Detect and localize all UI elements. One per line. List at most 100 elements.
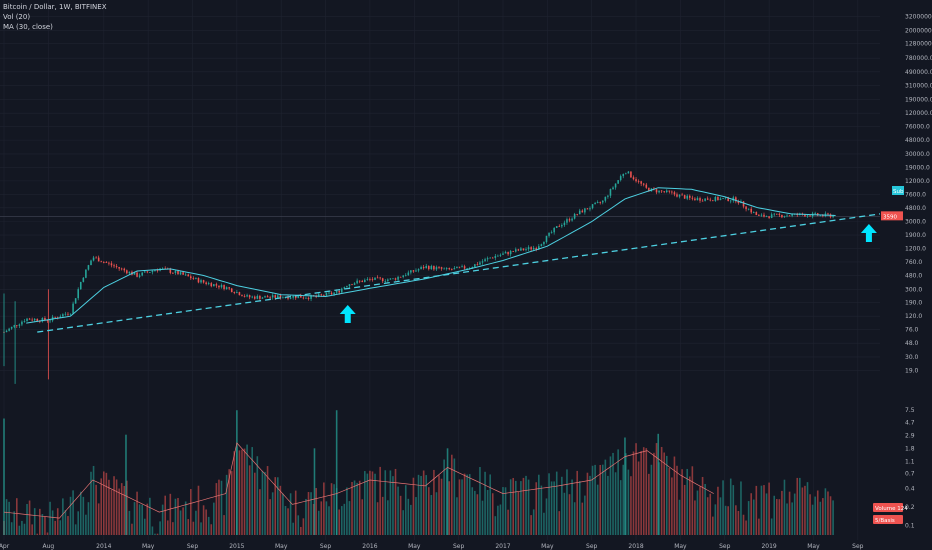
volume-bar xyxy=(85,514,87,535)
volume-bar xyxy=(62,498,64,535)
candle-body xyxy=(210,283,213,287)
volume-bar xyxy=(16,498,18,535)
candle-body xyxy=(397,276,399,280)
volume-bar xyxy=(338,509,341,535)
symbol-title[interactable]: Bitcoin / Dollar, 1W, BITFINEX xyxy=(3,3,107,11)
volume-bar xyxy=(586,472,589,535)
candle-body xyxy=(56,317,59,319)
candle-body xyxy=(522,248,525,251)
candle-body xyxy=(228,287,230,289)
volume-indicator-label[interactable]: Vol (20) xyxy=(3,13,31,21)
candle-body xyxy=(384,281,387,282)
time-tick-label: May xyxy=(142,543,155,550)
volume-bar xyxy=(799,477,801,535)
candle-body xyxy=(609,189,612,196)
candle-body xyxy=(179,272,182,275)
volume-bar xyxy=(417,474,420,535)
ma-30-line xyxy=(26,187,836,324)
volume-bar xyxy=(174,498,177,535)
volume-bar xyxy=(717,486,719,535)
volume-bar xyxy=(599,464,602,535)
volume-bar xyxy=(412,477,415,535)
candle-body xyxy=(207,283,210,285)
volume-bar xyxy=(46,532,49,535)
volume-tick-label: 7.5 xyxy=(905,407,915,414)
volume-bar xyxy=(402,510,404,535)
candle-body xyxy=(507,252,509,255)
candle-body xyxy=(645,184,648,188)
candle-body xyxy=(243,296,246,297)
volume-spike xyxy=(3,418,5,535)
candle-body xyxy=(832,215,834,218)
candle-body xyxy=(138,275,141,277)
candle-body xyxy=(79,281,82,290)
volume-bar xyxy=(233,451,236,535)
candle-body xyxy=(274,295,277,298)
candle-body xyxy=(23,321,26,323)
price-tick-label: 1900.0 xyxy=(905,232,926,239)
candle-body xyxy=(806,215,809,217)
ma-badge-bg xyxy=(892,186,904,195)
volume-bar xyxy=(678,499,681,535)
volume-bar xyxy=(289,493,292,535)
volume-bar xyxy=(683,484,686,535)
candle-body xyxy=(246,295,248,297)
volume-bar xyxy=(23,523,26,535)
volume-bar xyxy=(205,509,207,535)
volume-bar xyxy=(120,483,123,535)
candle-body xyxy=(161,268,164,270)
volume-bar xyxy=(555,471,558,535)
candle-body xyxy=(364,279,366,283)
volume-bar xyxy=(778,499,781,535)
volume-bar xyxy=(126,480,128,535)
price-tick-label: 4800.0 xyxy=(905,205,926,212)
volume-bar xyxy=(374,473,376,535)
volume-bar xyxy=(404,485,407,535)
candle-body xyxy=(36,318,39,322)
candle-body xyxy=(788,215,791,217)
volume-bar xyxy=(371,471,374,535)
volume-bar xyxy=(26,503,28,535)
time-tick-label: Sep xyxy=(453,543,465,550)
price-axis[interactable]: 3200000.0 2000000.0 1280000.0 780000.0 49000… xyxy=(905,14,932,375)
volume-bar xyxy=(59,520,62,535)
volume-bar xyxy=(190,489,192,535)
volume-bar xyxy=(320,501,323,535)
time-axis[interactable]: Apr Aug 2014 May Sep 2015 May Sep 2016 May Sep 2017… xyxy=(0,543,864,550)
volume-bar xyxy=(315,488,317,535)
volume-bar xyxy=(200,522,202,535)
volume-spike xyxy=(446,448,449,535)
candle-body xyxy=(18,324,21,326)
candle-body xyxy=(123,268,126,271)
volume-bar xyxy=(440,478,443,535)
candle-body xyxy=(678,194,681,197)
volume-bar xyxy=(514,480,517,535)
volume-bar xyxy=(28,500,31,535)
volume-bar xyxy=(765,493,768,535)
candle-body xyxy=(100,261,103,263)
volume-bar xyxy=(561,476,563,535)
candle-body xyxy=(197,278,200,283)
candle-body xyxy=(561,225,563,227)
candle-body xyxy=(683,195,686,199)
volume-bar xyxy=(474,490,476,535)
volume-bar xyxy=(578,481,581,535)
volume-bar xyxy=(530,515,532,535)
price-badge-text: 3590 xyxy=(883,214,897,220)
volume-bars xyxy=(3,410,834,535)
time-tick-label: Sep xyxy=(586,543,598,550)
volume-bar xyxy=(225,474,228,535)
price-tick-label: 48.0 xyxy=(905,340,919,347)
candle-body xyxy=(543,241,545,245)
volume-bar xyxy=(79,491,82,535)
volume-bar xyxy=(463,473,466,535)
candle-body xyxy=(136,272,138,277)
volume-bar xyxy=(499,504,502,535)
volume-bar xyxy=(36,533,39,535)
volume-bar xyxy=(282,493,284,535)
candle-body xyxy=(87,265,90,270)
volume-axis[interactable]: 7.5 4.7 2.9 1.8 1.1 0.7 0.4 0.2 0.1 xyxy=(905,407,915,529)
ma-indicator-label[interactable]: MA (30, close) xyxy=(3,23,53,31)
volume-bar xyxy=(307,492,310,535)
